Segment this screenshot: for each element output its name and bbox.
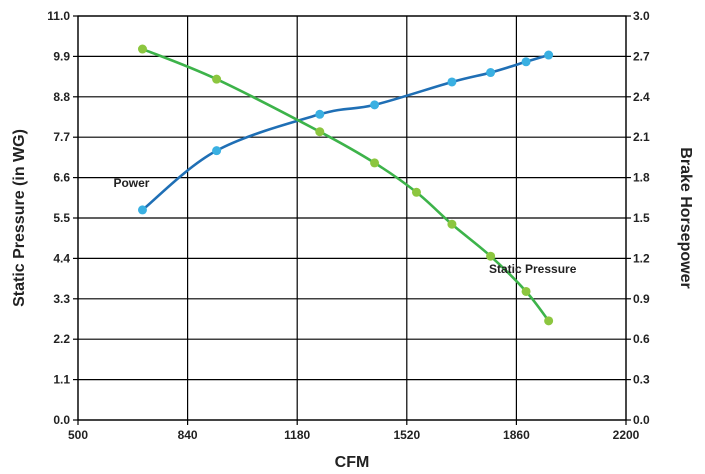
series-power xyxy=(137,50,554,215)
x-tick-label: 1520 xyxy=(393,428,420,442)
y-tick-label: 5.5 xyxy=(53,211,70,225)
data-point xyxy=(544,50,554,60)
data-point xyxy=(370,158,380,168)
series-layer xyxy=(137,44,554,326)
y-axis-right: 0.0 0.3 0.6 0.9 1.2 1.5 1.8 2.1 2.4 2.7 3.0 xyxy=(626,9,650,427)
data-point xyxy=(447,77,457,87)
data-point xyxy=(137,205,147,215)
y2-tick-label: 2.4 xyxy=(633,90,650,104)
y2-tick-label: 3.0 xyxy=(633,9,650,23)
data-point xyxy=(315,109,325,119)
data-point xyxy=(447,219,457,229)
data-point xyxy=(212,146,222,156)
series-line xyxy=(141,53,550,212)
x-tick-label: 500 xyxy=(68,428,88,442)
x-axis: 500 840 1180 1520 1860 2200 xyxy=(68,420,640,442)
y-tick-label: 4.4 xyxy=(53,251,70,265)
y-axis-title-left: Static Pressure (in WG) xyxy=(11,129,28,307)
x-tick-label: 1180 xyxy=(284,428,310,442)
data-point xyxy=(137,44,147,54)
y2-tick-label: 0.6 xyxy=(633,332,650,346)
grid xyxy=(77,15,627,421)
x-tick-label: 2200 xyxy=(613,428,640,442)
data-point xyxy=(212,74,222,84)
y-tick-label: 1.1 xyxy=(53,373,70,387)
data-point xyxy=(370,100,380,110)
y2-tick-label: 2.1 xyxy=(633,130,650,144)
data-point xyxy=(544,316,554,326)
y-axis-left: 0.0 1.1 2.2 3.3 4.4 5.5 6.6 7.7 8.8 9.9 11.0 xyxy=(47,9,78,427)
y2-tick-label: 0.0 xyxy=(633,413,650,427)
data-point xyxy=(521,286,531,296)
y-tick-label: 7.7 xyxy=(53,130,70,144)
data-point xyxy=(521,57,531,67)
series-annotation-label: Static Pressure xyxy=(489,262,577,276)
x-axis-title: CFM xyxy=(335,454,370,471)
x-tick-label: 840 xyxy=(178,428,198,442)
y-tick-label: 3.3 xyxy=(53,292,70,306)
y2-tick-label: 1.2 xyxy=(633,251,650,265)
y-tick-label: 9.9 xyxy=(53,49,70,63)
y2-tick-label: 1.8 xyxy=(633,171,650,185)
data-point xyxy=(486,251,496,261)
data-point xyxy=(486,68,496,78)
series-static-pressure xyxy=(137,44,554,326)
y-tick-label: 11.0 xyxy=(47,9,70,23)
data-point xyxy=(315,127,325,137)
x-tick-label: 1860 xyxy=(503,428,530,442)
y2-tick-label: 2.7 xyxy=(633,49,650,63)
y-axis-title-right: Brake Horsepower xyxy=(677,147,694,288)
y-tick-label: 8.8 xyxy=(53,90,70,104)
data-point xyxy=(411,187,421,197)
y-tick-label: 6.6 xyxy=(53,171,70,185)
series-line xyxy=(141,47,550,323)
y2-tick-label: 1.5 xyxy=(633,211,650,225)
y-tick-label: 0.0 xyxy=(53,413,70,427)
series-annotation-label: Power xyxy=(113,176,149,190)
y2-tick-label: 0.9 xyxy=(633,292,650,306)
annotations: Power Static Pressure xyxy=(113,176,576,276)
y-tick-label: 2.2 xyxy=(53,332,70,346)
y2-tick-label: 0.3 xyxy=(633,373,650,387)
